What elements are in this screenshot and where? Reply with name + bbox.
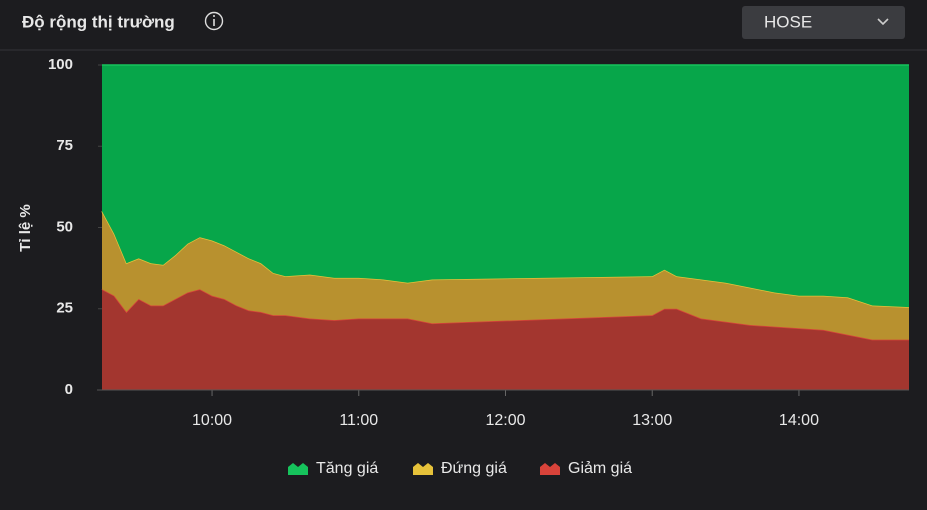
x-tick-label: 14:00 <box>779 412 819 429</box>
area <box>102 65 909 308</box>
y-tick-label: 100 <box>48 56 73 73</box>
x-tick-label: 12:00 <box>485 412 525 429</box>
x-tick-label: 13:00 <box>632 412 672 429</box>
dropdown-arrow[interactable] <box>877 18 889 26</box>
info-icon[interactable] <box>204 11 224 31</box>
legend-icon <box>540 463 560 475</box>
legend-label: Đứng giá <box>441 460 507 477</box>
area <box>102 289 909 390</box>
widget-title: Độ rộng thị trường <box>22 12 175 31</box>
x-tick-label: 10:00 <box>192 412 232 429</box>
dropdown-value[interactable]: HOSE <box>764 12 812 31</box>
legend-label: Giảm giá <box>568 460 632 477</box>
legend-label: Tăng giá <box>316 460 378 477</box>
y-tick-label: 25 <box>56 300 73 317</box>
legend-icon <box>288 463 308 475</box>
y-tick-label: 50 <box>56 218 73 235</box>
exchange-dropdown[interactable]: HOSE <box>742 6 905 39</box>
y-tick-label: 75 <box>56 137 73 154</box>
y-tick-label: 0 <box>65 381 73 398</box>
y-axis-label: Tỉ lệ % <box>17 204 34 252</box>
x-tick-label: 11:00 <box>339 412 378 429</box>
legend-icon <box>413 463 433 475</box>
area <box>102 211 909 340</box>
